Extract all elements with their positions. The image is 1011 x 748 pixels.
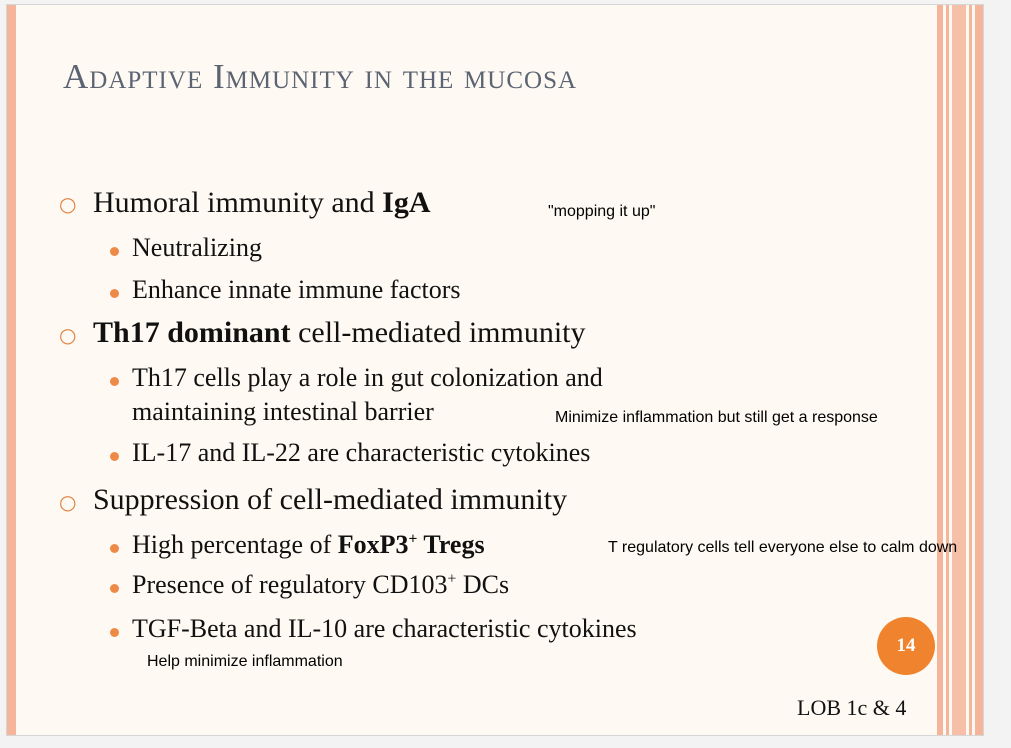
dot-bullet-icon (110, 544, 119, 553)
dot-bullet-icon (110, 289, 119, 298)
ring-bullet-icon: ○ (59, 490, 77, 514)
dot-bullet-icon (110, 628, 119, 637)
note-help-minimize: Help minimize inflammation (147, 653, 343, 670)
ring-bullet-icon: ○ (59, 192, 77, 216)
bullet-th17-cells-line2: maintaining intestinal barrier (132, 397, 434, 426)
slide: Adaptive Immunity in the mucosa ○ Humora… (6, 4, 984, 736)
dot-bullet-icon (110, 584, 119, 593)
right-accent-stripes (937, 5, 983, 735)
page-number-badge: 14 (877, 617, 935, 675)
left-accent-bar (7, 5, 16, 735)
dot-bullet-icon (110, 247, 119, 256)
note-mopping: "mopping it up" (548, 203, 656, 220)
slide-title: Adaptive Immunity in the mucosa (63, 57, 578, 96)
note-minimize: Minimize inflammation but still get a re… (555, 409, 878, 426)
bullet-cd103: Presence of regulatory CD103+ DCs (132, 570, 510, 599)
dot-bullet-icon (110, 452, 119, 461)
ring-bullet-icon: ○ (59, 323, 77, 347)
bullet-humoral: Humoral immunity and IgA (93, 186, 431, 219)
slide-footer: LOB 1c & 4 (797, 695, 907, 720)
bullet-enhance: Enhance innate immune factors (132, 275, 461, 304)
bullet-suppression: Suppression of cell-mediated immunity (93, 483, 568, 516)
bullet-tgf: TGF-Beta and IL-10 are characteristic cy… (132, 614, 637, 643)
bullet-neutralizing: Neutralizing (132, 233, 262, 262)
dot-bullet-icon (110, 377, 119, 386)
bullet-il17: IL-17 and IL-22 are characteristic cytok… (132, 438, 591, 467)
bullet-th17: Th17 dominant cell-mediated immunity (93, 316, 586, 349)
bullet-th17-cells-line1: Th17 cells play a role in gut colonizati… (132, 363, 603, 392)
note-tregs: T regulatory cells tell everyone else to… (608, 539, 958, 556)
bullet-foxp3: High percentage of FoxP3+ Tregs (132, 530, 485, 559)
